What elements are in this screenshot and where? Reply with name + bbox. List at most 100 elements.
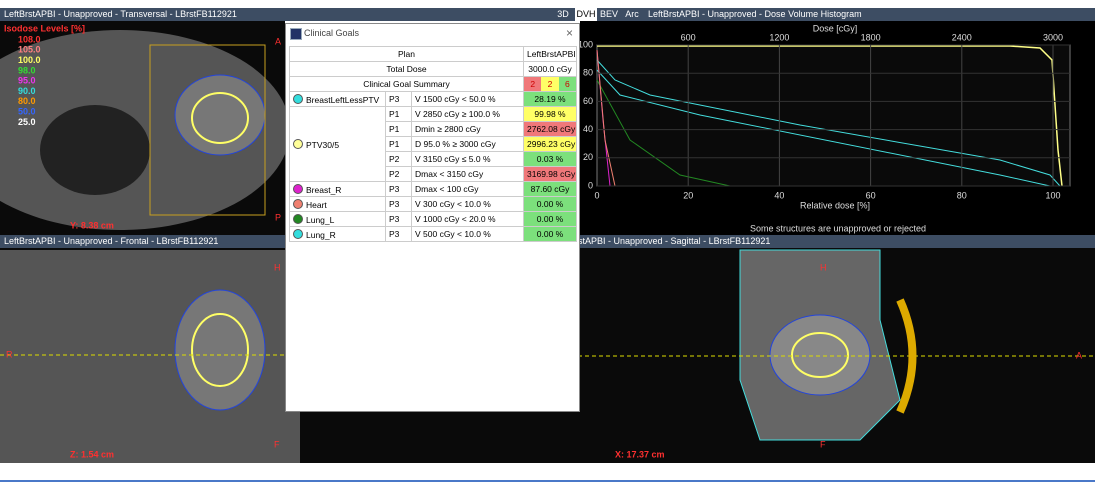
tab-label[interactable]: 3D [557,9,569,19]
view-title: LeftBrstAPBI - Unapproved - Frontal - LB… [4,236,218,246]
structure-name: Breast_R [306,185,341,195]
y-tick-label: 0 [588,180,593,190]
structure-dot [293,184,303,194]
orientation-label: R [6,349,13,359]
goal-cell: V 500 cGy < 10.0 % [412,227,524,242]
value-cell: 87.60 cGy [524,182,577,197]
summary-count: 2 [524,77,541,91]
structure-cell: Breast_R [290,182,386,197]
header-cell: LeftBrstAPBI [524,47,577,62]
table-row: Lung_LP3V 1000 cGy < 20.0 %0.00 % [290,212,577,227]
goal-cell: D 95.0 % ≥ 3000 cGy [412,137,524,152]
dialog-title-bar: Clinical Goals× [286,24,579,42]
top-strip [0,0,1095,8]
breast [175,290,265,410]
header-cell: Total Dose [290,62,524,77]
structure-dot [293,199,303,209]
y-tick-label: 20 [583,152,593,162]
goal-cell: V 2850 cGy ≥ 100.0 % [412,107,524,122]
orientation-label: P [275,212,281,222]
value-cell: 2996.23 cGy [524,137,577,152]
screen: LeftBrstAPBI - Unapproved - Transversal … [0,0,1095,487]
value-cell: 28.19 % [524,92,577,107]
structure-dot [293,214,303,224]
summary-count: 6 [559,77,576,91]
view-title: LeftBrstAPBI - Unapproved - Sagittal - L… [554,236,770,246]
x-tick-label: 80 [957,190,967,200]
priority-cell: P3 [386,92,412,107]
structure-dot [293,139,303,149]
priority-cell: P3 [386,212,412,227]
plot-area [597,45,1070,186]
y-tick-label: 80 [583,68,593,78]
y-tick-label: 40 [583,124,593,134]
x-tick-label: 1200 [769,32,789,42]
value-cell: 2762.08 cGy [524,122,577,137]
tab-label[interactable]: DVH [576,9,595,19]
position-label: Z: 1.54 cm [70,449,114,459]
dvh-footer: Some structures are unapproved or reject… [750,223,926,233]
x-tick-label: 20 [683,190,693,200]
structure-dot [293,94,303,104]
isodose-level: 105.0 [18,45,41,55]
orientation-label: A [275,36,281,46]
y-tick-label: 60 [583,96,593,106]
header-cell: Clinical Goal Summary [290,77,524,92]
value-cell: 0.00 % [524,197,577,212]
structure-name: Lung_R [306,230,336,240]
structure-cell: Lung_R [290,227,386,242]
isodose-level: 98.0 [18,65,36,75]
tab-label[interactable]: Arc [625,9,639,19]
position-label: X: 17.37 cm [615,449,665,459]
isodose-level: 50.0 [18,106,36,116]
value-cell: 0.03 % [524,152,577,167]
orientation-label: F [820,439,826,449]
x-tick-label: 100 [1045,190,1060,200]
priority-cell: P1 [386,122,412,137]
value-cell: 3169.98 cGy [524,167,577,182]
table-row: Breast_RP3Dmax < 100 cGy87.60 cGy [290,182,577,197]
axis-title: Dose [cGy] [813,23,858,33]
structure-cell: BreastLeftLessPTV [290,92,386,107]
isodose-level: 25.0 [18,117,36,127]
orientation-label: H [820,262,827,272]
priority-cell: P2 [386,167,412,182]
structure-name: PTV30/5 [306,140,339,150]
isodose-level: 90.0 [18,86,36,96]
goal-cell: V 300 cGy < 10.0 % [412,197,524,212]
tab-label[interactable]: BEV [600,9,618,19]
header-cell: 3000.0 cGy [524,62,577,77]
value-cell: 99.98 % [524,107,577,122]
x-tick-label: 600 [681,32,696,42]
priority-cell: P3 [386,197,412,212]
x-tick-label: 2400 [952,32,972,42]
isodose-level: 100.0 [18,55,41,65]
goal-cell: Dmin ≥ 2800 cGy [412,122,524,137]
close-button[interactable]: × [566,26,573,40]
isodose-title: Isodose Levels [%] [4,23,85,33]
lung [40,105,150,195]
x-tick-label: 40 [774,190,784,200]
priority-cell: P3 [386,182,412,197]
table-row: HeartP3V 300 cGy < 10.0 %0.00 % [290,197,577,212]
x-tick-label: 60 [866,190,876,200]
goal-cell: V 1000 cGy < 20.0 % [412,212,524,227]
priority-cell: P1 [386,107,412,122]
status-strip [0,463,1095,487]
view-title: LeftBrstAPBI - Unapproved - Dose Volume … [648,9,862,19]
isodose-level: 108.0 [18,34,41,44]
structure-name: Lung_L [306,215,334,225]
axis-title: Relative dose [%] [800,200,870,210]
breast [770,315,870,395]
x-tick-label: 0 [594,190,599,200]
structure-cell: PTV30/5 [290,107,386,182]
orientation-label: F [274,439,280,449]
position-label: Y: 8.38 cm [70,220,114,230]
